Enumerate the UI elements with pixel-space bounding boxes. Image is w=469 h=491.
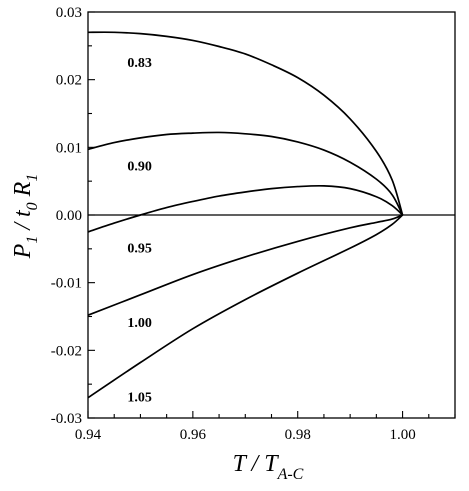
annotation-layer: 0.83 0.90 0.95 1.00 1.05 xyxy=(127,56,152,405)
y-axis-title-mid: / t xyxy=(10,209,36,236)
y-axis-title-t-sub: 0 xyxy=(24,202,41,210)
y-axis-title-r: R xyxy=(10,181,36,202)
y-tick-label: -0.03 xyxy=(51,411,82,427)
y-axis-title-r-sub: 1 xyxy=(24,174,41,182)
y-tick-label: -0.02 xyxy=(51,343,82,359)
x-axis-title-main: T / T xyxy=(233,451,280,477)
x-axis-title: T / TA-C xyxy=(233,451,304,483)
curve-label-0-95: 0.95 xyxy=(127,241,152,256)
series-line-1-05 xyxy=(87,214,404,399)
series-line-0-90 xyxy=(87,131,404,216)
y-axis-title-p-sub: 1 xyxy=(24,236,41,244)
y-tick-label: 0.02 xyxy=(56,73,82,89)
x-tick-label: 0.96 xyxy=(180,427,207,443)
x-tick-label: 1.00 xyxy=(389,427,415,443)
curve-label-1-05: 1.05 xyxy=(127,390,152,405)
curve-label-0-90: 0.90 xyxy=(127,160,152,175)
x-tick-label: 0.98 xyxy=(285,427,311,443)
x-axis-title-sub: A-C xyxy=(277,466,304,483)
y-axis-title-p: P xyxy=(10,243,36,259)
y-tick-label: 0.00 xyxy=(56,208,82,224)
y-tick-label: -0.01 xyxy=(51,276,82,292)
series-line-0-95 xyxy=(87,184,404,233)
series-line-0-83 xyxy=(87,31,404,216)
y-axis-title: P1 / t0 R1 xyxy=(10,174,41,260)
y-tick-label: 0.03 xyxy=(56,5,82,21)
y-tick-label: 0.01 xyxy=(56,140,82,156)
curve-label-1-00: 1.00 xyxy=(127,316,152,331)
curve-label-0-83: 0.83 xyxy=(127,56,152,71)
series-layer xyxy=(87,31,404,399)
x-tick-label: 0.94 xyxy=(75,427,102,443)
series-line-1-00 xyxy=(87,214,403,316)
